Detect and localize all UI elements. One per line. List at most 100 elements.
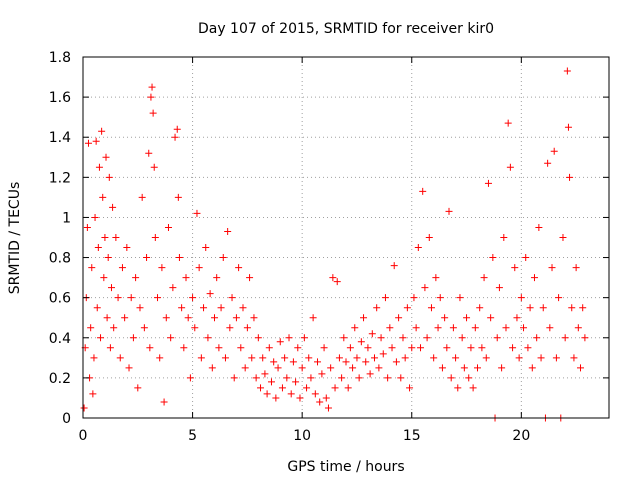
data-point [200, 304, 208, 312]
data-point [101, 234, 109, 241]
data-point [373, 304, 381, 312]
y-axis-label: SRMTID / TECUs [7, 182, 23, 295]
data-point [221, 354, 229, 362]
data-point [239, 304, 247, 312]
y-tick-label: 0 [62, 411, 71, 427]
data-points [80, 67, 589, 422]
data-point [327, 364, 335, 372]
data-point [88, 264, 96, 272]
data-point [322, 394, 330, 402]
data-point [482, 354, 490, 362]
data-point [248, 354, 256, 362]
data-point [114, 294, 122, 302]
data-point [333, 278, 341, 286]
data-point [80, 404, 88, 412]
data-point [555, 294, 563, 302]
data-point [246, 274, 254, 282]
data-point [103, 314, 111, 322]
data-point [112, 234, 120, 241]
data-point [123, 244, 131, 252]
data-point [127, 294, 135, 302]
data-point [148, 83, 156, 91]
data-point [456, 294, 464, 302]
data-point [257, 384, 265, 392]
data-point [443, 344, 451, 352]
data-point [463, 314, 471, 322]
data-point [316, 398, 324, 406]
data-point [145, 149, 153, 157]
data-point [366, 370, 374, 378]
data-point [566, 173, 574, 181]
data-point [197, 354, 205, 362]
data-point [392, 358, 400, 366]
data-point [83, 223, 91, 231]
y-tick-labels: 0 0.2 0.4 0.6 0.8 1 1.2 1.4 1.6 1.8 [49, 50, 71, 427]
data-point [528, 364, 536, 372]
data-point [520, 324, 528, 332]
data-point [173, 125, 181, 133]
data-point [202, 244, 210, 252]
x-tick-label: 10 [293, 428, 311, 444]
data-point [495, 284, 503, 292]
data-point [98, 127, 106, 135]
axis-ticks [82, 56, 609, 419]
data-point [474, 364, 481, 372]
data-point [296, 394, 304, 402]
data-point [289, 358, 297, 366]
data-point [121, 314, 129, 322]
data-point [493, 334, 501, 342]
data-point [241, 364, 249, 372]
data-point [136, 304, 144, 312]
data-point [395, 314, 403, 322]
data-point [134, 384, 142, 392]
data-point [381, 294, 389, 302]
data-point [509, 344, 517, 352]
data-point [364, 344, 372, 352]
data-point [303, 384, 311, 392]
data-point [445, 207, 453, 215]
data-point [570, 354, 578, 362]
data-point [281, 354, 289, 362]
data-point [449, 324, 457, 332]
data-point [360, 314, 368, 322]
data-point [305, 354, 313, 362]
data-point [517, 294, 525, 302]
data-point [274, 364, 282, 372]
data-point [375, 364, 383, 372]
data-point [421, 284, 429, 292]
data-point [292, 378, 300, 386]
data-point [89, 390, 97, 398]
data-point [311, 390, 319, 398]
data-point [132, 274, 140, 282]
data-point [552, 354, 560, 362]
data-point [151, 234, 159, 241]
data-point [95, 163, 103, 171]
data-point [559, 234, 567, 241]
data-point [217, 304, 225, 312]
data-point [175, 254, 183, 262]
data-point [478, 344, 486, 352]
data-point [237, 344, 245, 352]
data-point [226, 324, 234, 332]
data-point [434, 324, 442, 332]
data-point [502, 324, 510, 332]
data-point [107, 284, 115, 292]
y-tick-label: 1.6 [49, 90, 71, 106]
y-tick-label: 1.2 [49, 170, 71, 186]
data-point [465, 374, 473, 382]
data-point [320, 344, 328, 352]
data-point [362, 358, 370, 366]
data-point [270, 358, 278, 366]
data-point [515, 354, 523, 362]
data-point [401, 354, 409, 362]
data-point [544, 159, 552, 167]
data-point [546, 324, 554, 332]
y-tick-label: 0.4 [49, 331, 71, 347]
data-point [147, 93, 155, 101]
data-point [417, 344, 425, 352]
data-point [278, 384, 286, 392]
data-point [452, 354, 460, 362]
data-point [379, 350, 387, 358]
